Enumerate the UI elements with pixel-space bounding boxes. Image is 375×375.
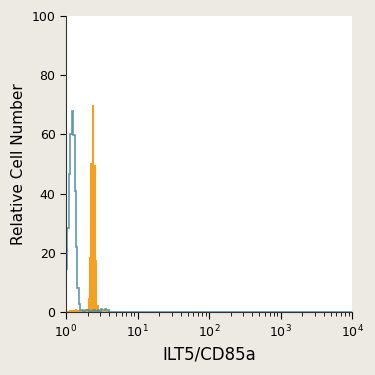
X-axis label: ILT5/CD85a: ILT5/CD85a	[162, 346, 256, 364]
Y-axis label: Relative Cell Number: Relative Cell Number	[11, 83, 26, 245]
